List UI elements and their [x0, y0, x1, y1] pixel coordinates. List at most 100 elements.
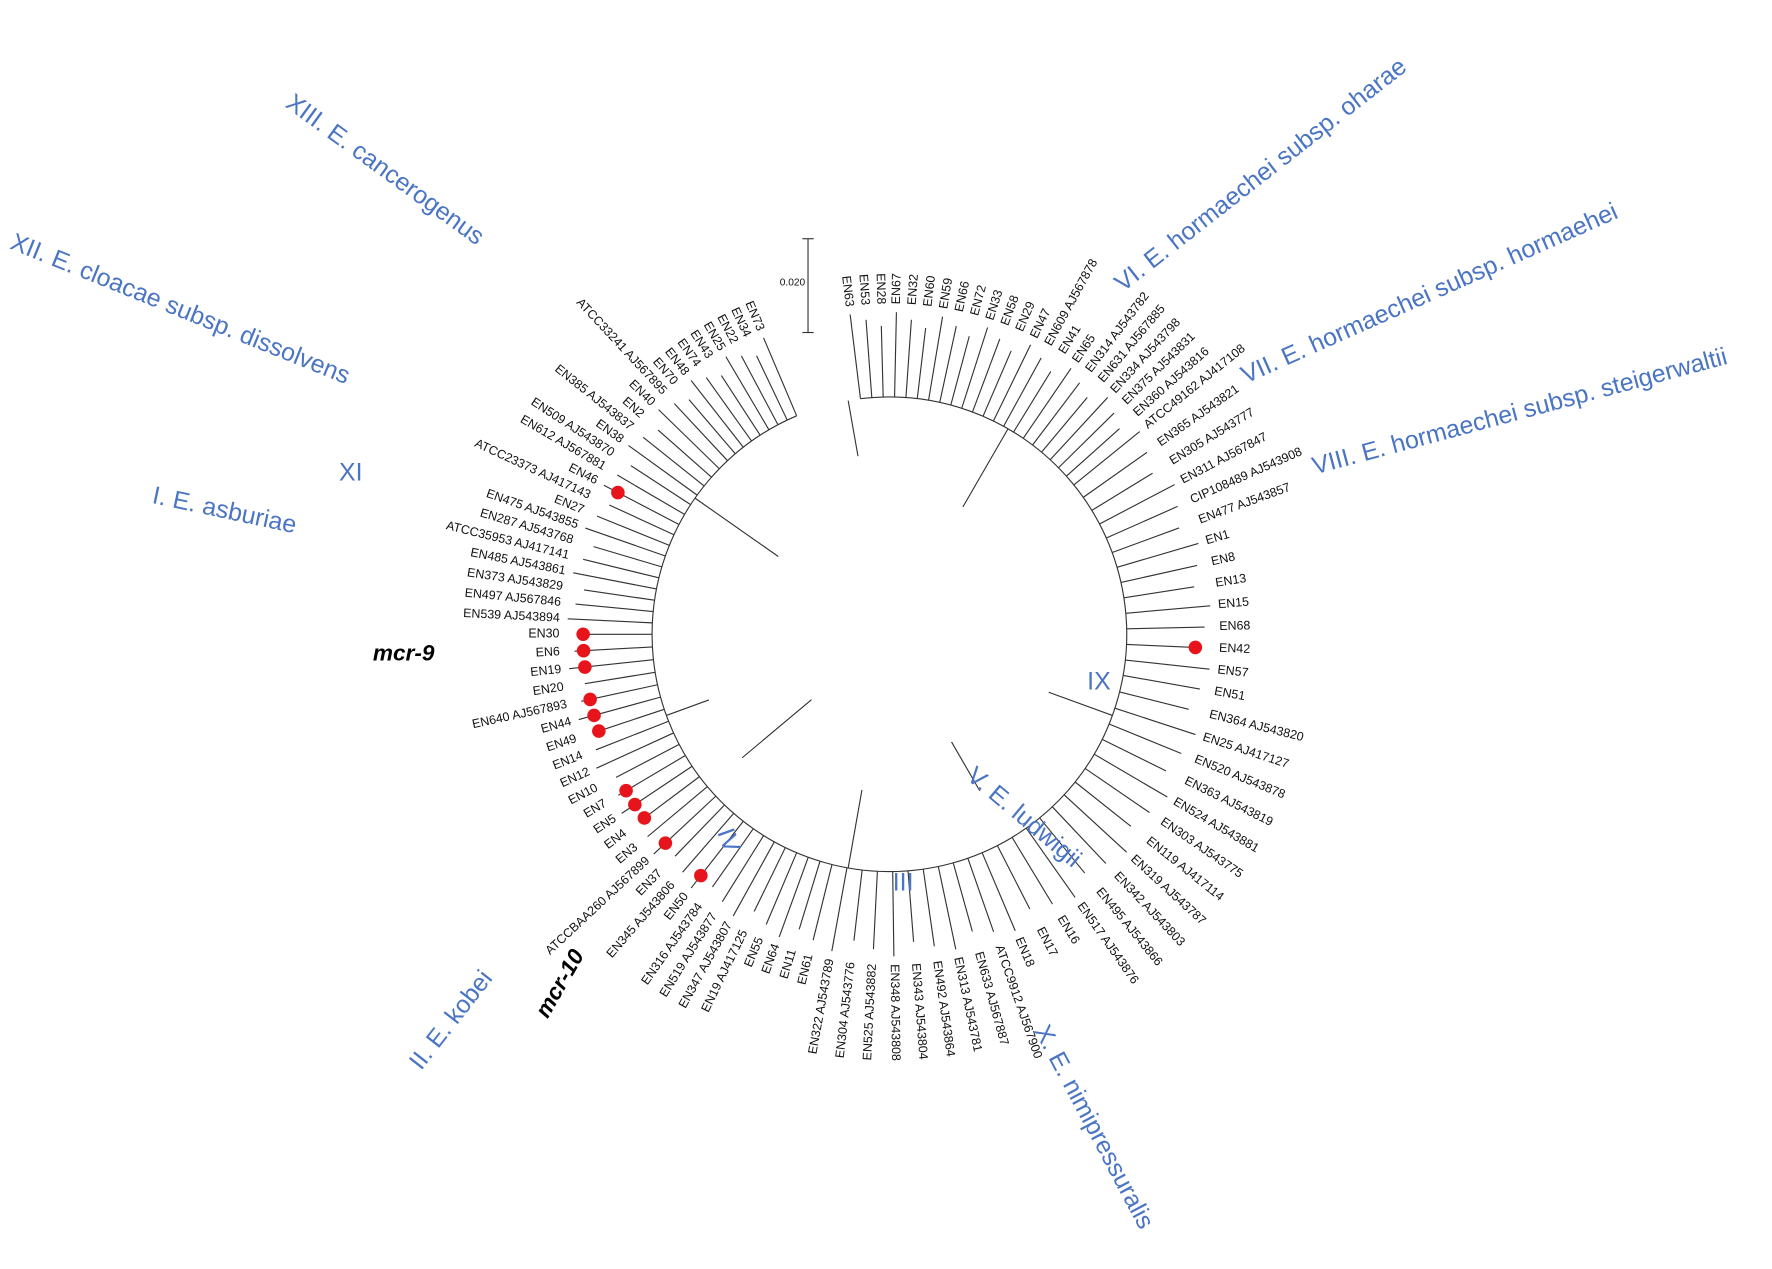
leaf-branch	[642, 776, 700, 820]
leaf-branch	[711, 828, 754, 888]
leaf-branch	[939, 326, 957, 403]
leaf-branch	[928, 316, 944, 401]
mcr-marker	[583, 692, 597, 707]
leaf-branch	[1093, 753, 1168, 798]
clade-label: VII. E. hormaechei subsp. hormaehei	[1237, 197, 1622, 389]
leaf-branch	[756, 355, 788, 421]
mcr-marker	[592, 724, 606, 738]
leaf-branch	[1039, 817, 1086, 874]
leaf-label: EN15	[1217, 595, 1249, 612]
leaf-branch	[732, 841, 775, 917]
leaf-label: EN6	[535, 644, 560, 659]
leaf-branch	[961, 327, 989, 409]
leaf-branch	[753, 847, 786, 912]
leaf-branch	[1120, 564, 1198, 583]
internal-branch	[1048, 691, 1113, 716]
clade-label: I. E. asburiae	[150, 481, 299, 539]
leaf-branch	[628, 444, 698, 496]
leaf-branch	[596, 708, 665, 733]
leaf-branch	[682, 812, 735, 873]
leaf-label: EN343 AJ543804	[909, 963, 931, 1061]
leaf-branch	[647, 786, 708, 838]
leaf-branch	[996, 845, 1031, 910]
leaf-label: EN304 AJ543776	[833, 961, 858, 1059]
internal-branch	[666, 699, 710, 716]
leaf-branch	[658, 409, 720, 470]
leaf-label: EN20	[532, 679, 565, 698]
leaf-branch	[892, 871, 895, 957]
leaf-branch	[740, 355, 779, 425]
internal-branch	[847, 400, 859, 457]
leaf-label: EN16	[1055, 913, 1083, 947]
mcr-marker	[1188, 640, 1203, 655]
leaf-branch	[690, 380, 744, 448]
leaf-branch	[720, 375, 761, 436]
leaf-branch	[1125, 605, 1211, 614]
gene-label: mcr-9	[373, 641, 435, 666]
leaf-branch	[642, 436, 705, 487]
leaf-branch	[849, 314, 862, 399]
clade-label: X. E. nimipressuralis	[1029, 1020, 1160, 1233]
leaf-branch	[721, 835, 765, 902]
leaf-branch	[1041, 397, 1088, 453]
leaf-label: EN8	[1210, 549, 1237, 568]
leaf-branch	[1013, 371, 1052, 433]
leaf-label: EN19	[530, 662, 562, 679]
leaf-branch	[971, 338, 1001, 413]
leaf-branch	[585, 527, 666, 557]
leaf-branch	[1099, 484, 1175, 525]
leaf-label: EN492 AJ543864	[930, 960, 958, 1058]
leaf-branch	[595, 720, 669, 751]
leaf-branch	[763, 337, 798, 417]
leaf-branch	[657, 429, 712, 478]
leaf-label: EN67	[889, 273, 904, 304]
leaf-branch	[1091, 472, 1153, 511]
leaf-branch	[952, 862, 973, 932]
leaf-branch	[596, 732, 674, 769]
mcr-marker	[658, 836, 673, 850]
clade-label: V. E. ludwigii	[962, 761, 1087, 872]
leaf-label: EN59	[936, 277, 955, 310]
leaf-branch	[1111, 527, 1180, 554]
leaf-branch	[950, 336, 970, 406]
leaf-branch	[1065, 428, 1120, 477]
mcr-marker	[628, 797, 642, 812]
mcr-marker	[576, 627, 590, 642]
leaf-branch	[1025, 827, 1076, 898]
leaf-label: EN17	[1034, 925, 1061, 959]
leaf-label: EN66	[952, 280, 972, 313]
leaf-branch	[630, 465, 691, 506]
leaf-branch	[894, 312, 897, 398]
leaf-branch	[573, 572, 657, 590]
leaf-branch	[778, 857, 809, 938]
leaf-branch	[1123, 674, 1200, 690]
leaf-branch	[1011, 837, 1053, 905]
leaf-label: EN42	[1219, 641, 1251, 656]
leaf-label: EN51	[1213, 684, 1246, 703]
leaf-label: EN61	[795, 952, 816, 986]
leaf-branch	[1125, 659, 1210, 670]
leaf-branch	[596, 515, 670, 546]
mcr-marker	[637, 811, 652, 825]
clade-label: VIII. E. hormaechei subsp. steigerwaltii	[1309, 342, 1730, 480]
leaf-branch	[865, 319, 873, 398]
leaf-branch	[765, 852, 798, 925]
internal-branch	[951, 741, 981, 792]
clade-label: III	[893, 869, 914, 897]
leaf-branch	[1082, 451, 1148, 498]
leaf-branch	[916, 327, 927, 399]
leaf-label: EN1	[1204, 527, 1231, 547]
leaf-branch	[812, 864, 833, 941]
leaf-label: EN32	[905, 273, 921, 305]
leaf-branch	[616, 474, 685, 515]
leaf-branch	[593, 546, 663, 568]
leaf-branch	[872, 871, 878, 950]
leaf-branch	[1101, 738, 1167, 772]
scale-label: 0.020	[780, 277, 806, 288]
leaf-branch	[673, 403, 728, 462]
leaf-branch	[1063, 794, 1127, 853]
internal-branch	[847, 789, 863, 869]
backbone-arc	[651, 396, 1128, 873]
leaf-branch	[1049, 397, 1109, 461]
